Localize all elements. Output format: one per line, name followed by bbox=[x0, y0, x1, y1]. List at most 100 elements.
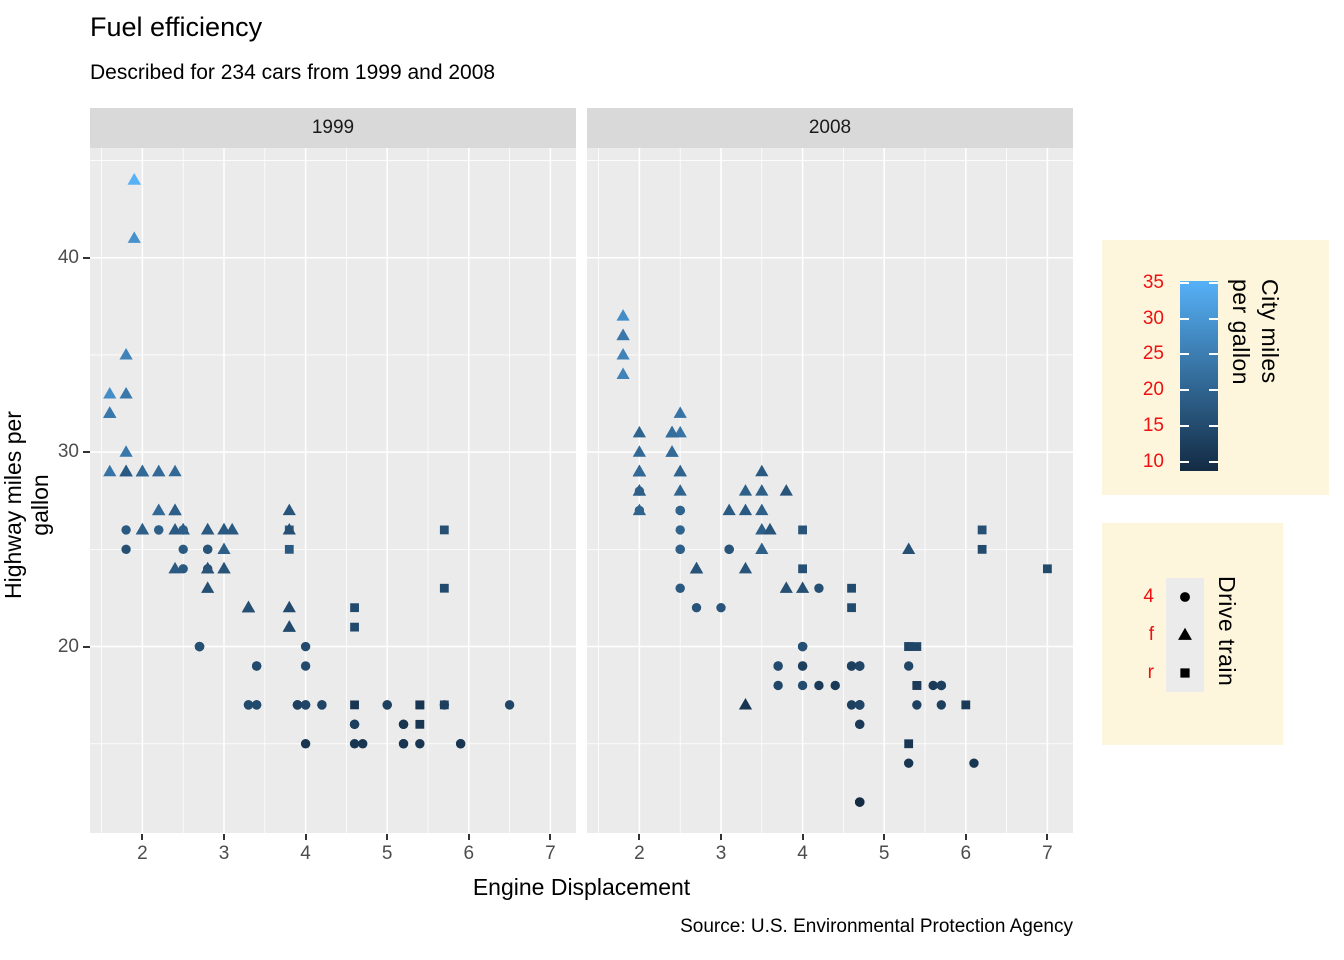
x-axis-tick-label: 2 bbox=[634, 843, 645, 864]
data-point-triangle bbox=[103, 464, 117, 477]
colorbar-tick-right bbox=[1209, 460, 1218, 463]
data-point-circle bbox=[292, 700, 303, 710]
plot-title: Fuel efficiency bbox=[90, 12, 263, 42]
data-point-circle bbox=[202, 544, 213, 555]
x-axis-tick-label: 6 bbox=[960, 843, 972, 864]
colorbar-tick-label: 15 bbox=[1142, 414, 1164, 436]
facet-strip-2008: 2008 bbox=[587, 108, 1073, 148]
colorbar-tick-label: 20 bbox=[1142, 379, 1164, 401]
x-axis-tick-label: 3 bbox=[218, 843, 230, 864]
color-legend-title-line2: per gallon bbox=[1228, 279, 1254, 386]
data-point-circle bbox=[178, 564, 188, 574]
data-point-triangle bbox=[217, 542, 231, 554]
data-point-circle bbox=[903, 758, 914, 768]
colorbar-tick-left bbox=[1180, 353, 1189, 356]
data-point-square bbox=[904, 739, 914, 749]
x-axis-tick-label: 5 bbox=[878, 843, 890, 864]
x-axis-tick bbox=[801, 834, 804, 840]
y-axis-tick bbox=[83, 451, 90, 454]
x-axis-tick bbox=[638, 834, 641, 840]
data-point-triangle bbox=[779, 484, 793, 496]
data-point-triangle bbox=[738, 503, 753, 516]
data-point-circle bbox=[855, 661, 865, 671]
data-point-triangle bbox=[673, 484, 687, 496]
x-axis-tick-label: 7 bbox=[1042, 843, 1053, 864]
data-point-triangle bbox=[135, 523, 149, 535]
x-axis-tick-label: 4 bbox=[300, 843, 311, 864]
data-point-circle bbox=[358, 739, 368, 749]
data-point-circle bbox=[846, 700, 857, 710]
data-point-triangle bbox=[738, 484, 753, 496]
data-point-triangle bbox=[119, 464, 133, 477]
data-point-circle bbox=[251, 700, 262, 710]
data-point-circle bbox=[716, 602, 726, 613]
data-point-circle bbox=[675, 544, 685, 555]
data-point-triangle bbox=[796, 581, 810, 593]
data-point-square bbox=[1043, 564, 1052, 574]
data-point-triangle bbox=[763, 523, 777, 535]
colorbar-tick-right bbox=[1209, 389, 1218, 392]
data-point-circle bbox=[317, 700, 327, 710]
facet-strip-1999: 1999 bbox=[90, 108, 576, 148]
data-point-square bbox=[415, 700, 425, 710]
data-point-triangle bbox=[673, 406, 687, 418]
data-point-triangle bbox=[632, 445, 646, 457]
data-point-triangle bbox=[755, 542, 769, 554]
data-point-triangle bbox=[168, 464, 182, 477]
data-point-circle bbox=[969, 758, 979, 768]
data-point-triangle bbox=[1178, 627, 1192, 640]
data-point-square bbox=[912, 642, 922, 651]
x-axis-tick bbox=[141, 834, 144, 840]
data-point-triangle bbox=[616, 309, 630, 321]
data-point-triangle bbox=[119, 386, 133, 399]
color-legend-title: City miles per gallon bbox=[1226, 279, 1284, 491]
data-point-triangle bbox=[755, 503, 769, 516]
colorbar-tick-label: 25 bbox=[1142, 343, 1164, 365]
y-axis-tick-label: 30 bbox=[57, 441, 79, 463]
data-point-circle bbox=[797, 680, 808, 691]
plot-subtitle: Described for 234 cars from 1999 and 200… bbox=[90, 61, 496, 84]
x-axis-tick bbox=[964, 834, 967, 840]
colorbar-tick-label: 30 bbox=[1142, 307, 1164, 329]
panel-svg-2008 bbox=[587, 148, 1073, 833]
colorbar-tick-right bbox=[1209, 282, 1218, 284]
x-axis-tick-label: 7 bbox=[545, 843, 556, 864]
color-legend: 35 30 25 20 15 10 City miles per gallon bbox=[1102, 240, 1329, 495]
data-point-triangle bbox=[755, 484, 769, 496]
data-point-circle bbox=[797, 661, 808, 671]
shape-legend-key-square-icon bbox=[1180, 668, 1190, 678]
data-point-circle bbox=[814, 680, 824, 691]
data-point-triangle bbox=[168, 561, 182, 574]
x-axis-tick bbox=[304, 834, 307, 840]
data-point-circle bbox=[928, 680, 938, 691]
data-point-circle bbox=[830, 680, 840, 691]
data-point-triangle bbox=[119, 348, 133, 360]
data-point-triangle bbox=[119, 445, 133, 457]
data-point-circle bbox=[912, 700, 922, 710]
data-point-triangle bbox=[632, 484, 646, 496]
data-point-square bbox=[798, 525, 807, 535]
data-point-circle bbox=[797, 641, 808, 652]
x-axis-tick-label: 5 bbox=[381, 843, 393, 864]
data-point-square bbox=[961, 700, 971, 710]
scatter-panel-1999 bbox=[90, 148, 576, 833]
data-point-circle bbox=[855, 719, 865, 730]
y-axis-tick bbox=[83, 256, 90, 259]
data-point-square bbox=[977, 525, 987, 535]
y-axis-tick-label: 40 bbox=[57, 246, 79, 268]
data-point-circle bbox=[178, 544, 188, 555]
data-point-circle bbox=[455, 739, 466, 749]
y-axis-tick bbox=[83, 645, 90, 648]
data-point-square bbox=[350, 622, 359, 632]
data-point-triangle bbox=[632, 425, 646, 438]
data-point-circle bbox=[398, 719, 409, 730]
shape-legend-label-r: r bbox=[1147, 662, 1154, 683]
data-point-triangle bbox=[103, 406, 117, 418]
data-point-square bbox=[415, 719, 425, 729]
data-point-triangle bbox=[282, 503, 296, 516]
data-point-circle bbox=[936, 680, 947, 691]
data-point-circle bbox=[1180, 592, 1190, 602]
data-point-square bbox=[904, 642, 914, 651]
